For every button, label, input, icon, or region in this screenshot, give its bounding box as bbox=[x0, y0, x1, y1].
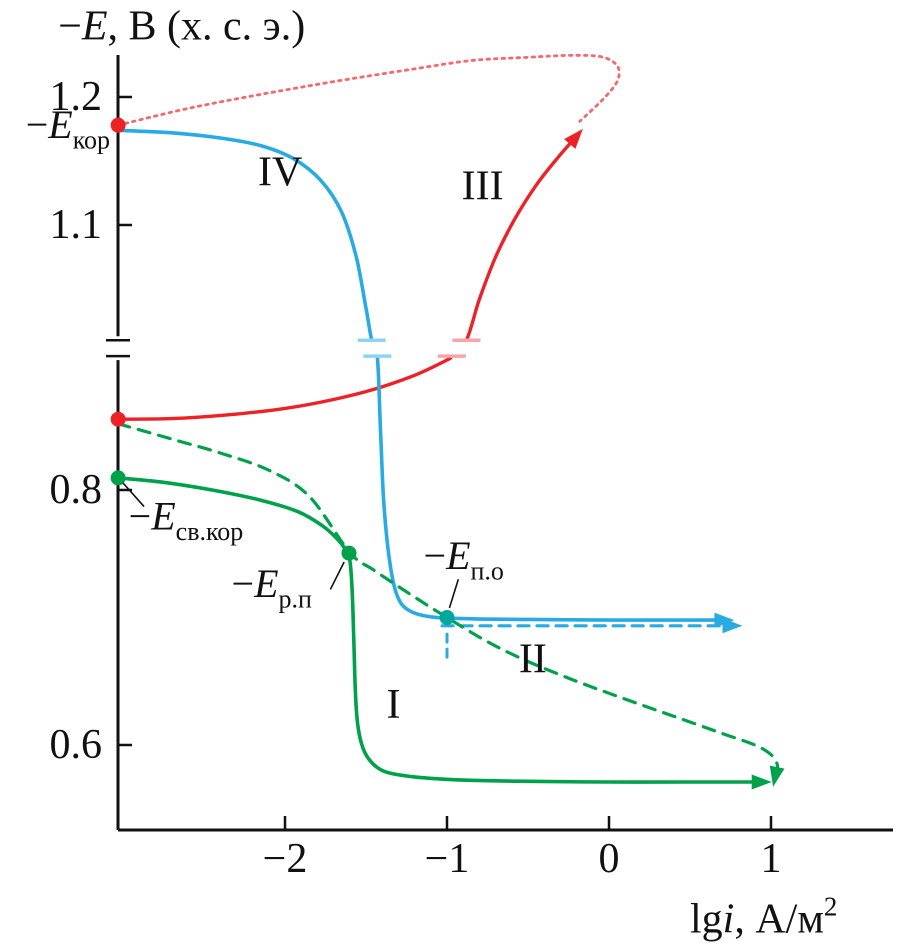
y-tick-label: 1.1 bbox=[50, 202, 103, 248]
blue-break-mark-gap bbox=[366, 338, 383, 358]
y-tick-label: 0.8 bbox=[50, 467, 103, 513]
annotation-leader-E-free-corr bbox=[122, 482, 145, 508]
annotation-E-corr: −Eкор bbox=[26, 102, 110, 154]
annotation-E-po: −Eп.о bbox=[424, 533, 504, 585]
y-tick-label: 0.6 bbox=[50, 722, 103, 768]
curve-IV-dashed-arrowhead bbox=[722, 618, 743, 634]
curve-III-return-dotted bbox=[116, 53, 621, 127]
x-tick-label: −1 bbox=[425, 836, 470, 882]
x-axis-title: lgi, А/м2 bbox=[690, 892, 837, 943]
x-tick-label: 1 bbox=[761, 836, 782, 882]
E-free-corr-point bbox=[110, 470, 126, 486]
curve-II-arrowhead bbox=[769, 765, 785, 787]
curve-III bbox=[116, 136, 577, 421]
curve-label-II: II bbox=[519, 636, 547, 682]
annotation-leader-E-po bbox=[448, 579, 460, 609]
E-po-point bbox=[439, 610, 455, 625]
curve-III-arrowhead bbox=[564, 128, 583, 149]
y-tick-label: 1.2 bbox=[50, 74, 103, 120]
curve-I-arrowhead bbox=[751, 774, 772, 790]
annotation-E-rp: −Eр.п bbox=[232, 561, 312, 613]
red-break-mark-gap bbox=[447, 336, 471, 360]
curve-label-III: III bbox=[462, 163, 504, 209]
E-corr-point bbox=[110, 117, 126, 133]
curve-IV bbox=[116, 128, 725, 622]
curve-I bbox=[116, 476, 762, 784]
curve-label-IV: IV bbox=[258, 149, 302, 195]
x-tick-label: −2 bbox=[263, 836, 308, 882]
curve-label-I: I bbox=[387, 682, 401, 728]
red-start-point bbox=[110, 411, 126, 427]
E-rp-point bbox=[341, 545, 357, 561]
curve-II bbox=[116, 422, 780, 777]
y-axis-title: −E, В (х. с. э.) bbox=[58, 3, 305, 49]
annotation-leader-E-rp bbox=[329, 561, 345, 590]
x-tick-label: 0 bbox=[599, 836, 620, 882]
annotation-E-free-corr: −Eсв.кор bbox=[129, 494, 244, 546]
